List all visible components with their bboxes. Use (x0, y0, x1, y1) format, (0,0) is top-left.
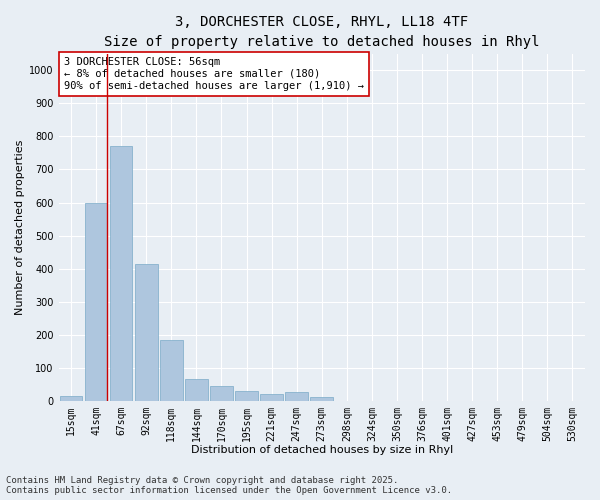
Bar (160, 340, 182, 400)
Bar (110, 146, 133, 400)
Bar (85, 202, 107, 400)
Bar (60, 396, 82, 400)
Text: Contains HM Land Registry data © Crown copyright and database right 2025.
Contai: Contains HM Land Registry data © Crown c… (6, 476, 452, 495)
Bar (185, 379, 208, 400)
Bar (235, 391, 258, 400)
X-axis label: Distribution of detached houses by size in Rhyl: Distribution of detached houses by size … (191, 445, 453, 455)
Bar (260, 394, 283, 400)
Title: 3, DORCHESTER CLOSE, RHYL, LL18 4TF
Size of property relative to detached houses: 3, DORCHESTER CLOSE, RHYL, LL18 4TF Size… (104, 15, 539, 48)
Bar (286, 392, 308, 400)
Y-axis label: Number of detached properties: Number of detached properties (15, 140, 25, 315)
Bar (135, 264, 158, 400)
Bar (210, 386, 233, 400)
Bar (310, 398, 333, 400)
Text: 3 DORCHESTER CLOSE: 56sqm
← 8% of detached houses are smaller (180)
90% of semi-: 3 DORCHESTER CLOSE: 56sqm ← 8% of detach… (64, 58, 364, 90)
